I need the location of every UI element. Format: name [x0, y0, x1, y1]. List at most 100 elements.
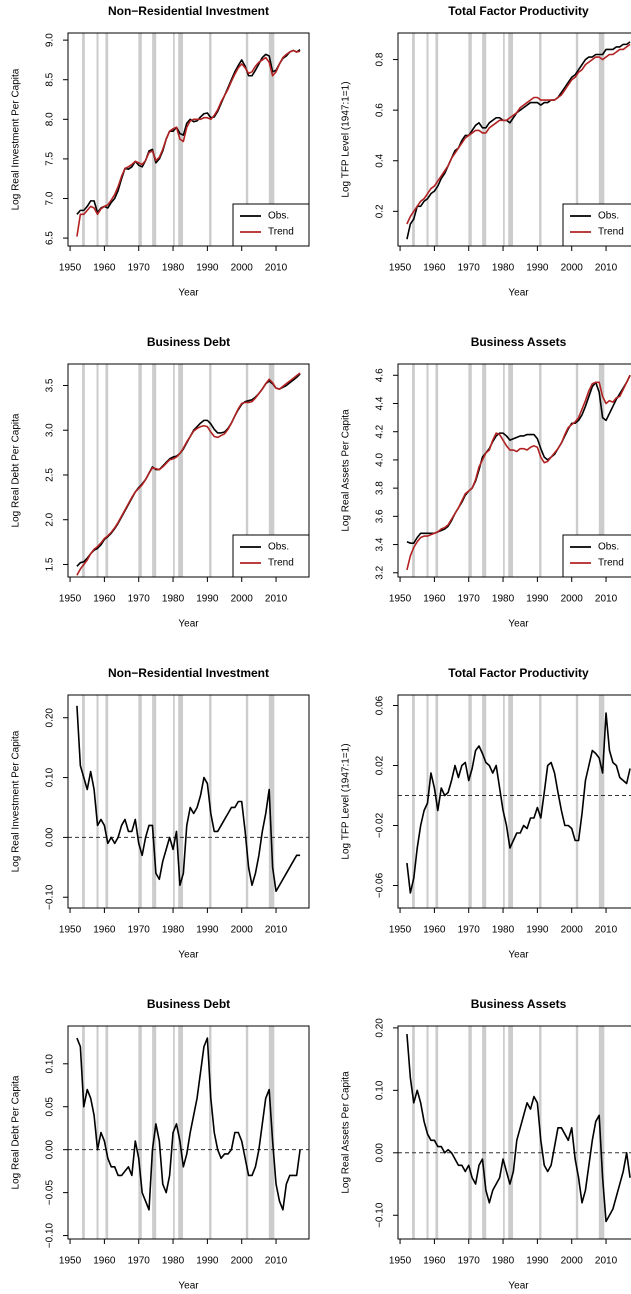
x-axis-title: Year — [178, 1281, 199, 1292]
y-tick-label: 4.6 — [375, 368, 386, 382]
x-tick-label: 2010 — [265, 594, 288, 605]
y-tick-label: 3.5 — [45, 378, 56, 392]
y-tick-label: 0.05 — [45, 1097, 56, 1117]
legend-box — [562, 203, 631, 247]
x-tick-label: 1950 — [389, 1256, 412, 1267]
x-axis-title: Year — [508, 1281, 529, 1292]
panel: 1950 1960 1970 1980 1990 2000 2010 1.5 2.0 2.5 3.0… — [11, 335, 310, 630]
recession-band — [82, 1026, 85, 1239]
x-tick-label: 2000 — [561, 594, 584, 605]
legend-box — [232, 203, 310, 247]
legend-label: Obs. — [598, 542, 619, 553]
x-tick-label: 1980 — [492, 925, 515, 936]
x-tick-label: 2010 — [265, 1256, 288, 1267]
plot-area — [406, 364, 631, 577]
x-axis-title: Year — [178, 619, 199, 630]
recession-band — [508, 33, 514, 246]
plot-frame — [397, 32, 631, 247]
recession-band — [503, 33, 505, 246]
series-line — [406, 712, 631, 894]
recession-band — [152, 33, 157, 246]
plot-frame — [67, 363, 310, 578]
y-tick-label: −0.05 — [45, 1180, 56, 1206]
series-line — [406, 1034, 631, 1223]
chart-title: Business Debt — [147, 335, 230, 349]
recession-band — [178, 364, 184, 577]
plot-area — [398, 695, 631, 908]
y-tick-label: −0.06 — [375, 872, 386, 898]
plot-area — [398, 1026, 631, 1239]
x-tick-label: 1990 — [526, 925, 549, 936]
recession-band — [412, 33, 415, 246]
x-tick-label: 1980 — [492, 263, 515, 274]
recession-band — [539, 33, 542, 246]
x-tick-label: 2010 — [265, 925, 288, 936]
legend: Obs. Trend — [562, 203, 631, 247]
panel: 1950 1960 1970 1980 1990 2000 2010 −0.10 0.00 0.1… — [11, 666, 310, 961]
legend-box — [232, 534, 310, 578]
x-tick-label: 1980 — [162, 925, 185, 936]
recession-band — [82, 695, 85, 908]
x-tick-label: 2000 — [231, 594, 254, 605]
y-tick-label: 8.0 — [45, 112, 56, 126]
recession-band — [435, 1026, 439, 1239]
chart-title: Non−Residential Investment — [108, 666, 269, 680]
x-tick-label: 1990 — [526, 263, 549, 274]
chart-title: Business Assets — [471, 997, 567, 1011]
x-tick-label: 1970 — [128, 925, 151, 936]
recession-band — [96, 1026, 99, 1239]
legend-label: Trend — [268, 227, 294, 238]
x-tick-label: 1950 — [389, 263, 412, 274]
recession-band — [503, 1026, 505, 1239]
panel: 1950 1960 1970 1980 1990 2000 2010 −0.06 −0.02 0.… — [341, 666, 631, 961]
chart-title: Business Debt — [147, 997, 230, 1011]
y-tick-label: 6.5 — [45, 231, 56, 245]
x-axis-title: Year — [178, 950, 199, 961]
recession-band — [173, 364, 175, 577]
series-line — [406, 374, 631, 571]
x-tick-label: 1980 — [162, 594, 185, 605]
y-tick-label: 7.5 — [45, 152, 56, 166]
x-tick-label: 1970 — [458, 263, 481, 274]
recession-band — [482, 364, 487, 577]
recession-band — [482, 33, 487, 246]
y-tick-label: −0.10 — [45, 1222, 56, 1248]
x-tick-label: 1950 — [389, 925, 412, 936]
y-tick-label: 3.8 — [375, 481, 386, 495]
recession-band — [503, 695, 505, 908]
legend-label: Obs. — [268, 542, 289, 553]
plot-frame — [67, 32, 310, 247]
x-tick-label: 1970 — [458, 1256, 481, 1267]
recession-band — [426, 364, 429, 577]
panel: 1950 1960 1970 1980 1990 2000 2010 6.5 7.0 7.5 8.0… — [11, 4, 310, 299]
chart-title: Total Factor Productivity — [448, 4, 589, 18]
x-tick-label: 1990 — [196, 1256, 219, 1267]
x-tick-label: 2010 — [265, 263, 288, 274]
x-tick-label: 1970 — [128, 1256, 151, 1267]
x-tick-label: 2000 — [561, 263, 584, 274]
x-tick-label: 1960 — [93, 925, 116, 936]
x-tick-label: 1970 — [128, 594, 151, 605]
panel: 1950 1960 1970 1980 1990 2000 2010 3.2 3.4 3.6 3.8… — [341, 335, 631, 630]
recession-band — [96, 364, 99, 577]
y-tick-label: 0.10 — [45, 1054, 56, 1074]
x-tick-label: 2000 — [561, 925, 584, 936]
series-line — [76, 1037, 301, 1211]
y-tick-label: 4.2 — [375, 424, 386, 438]
recession-band — [105, 1026, 109, 1239]
recession-band — [598, 695, 605, 908]
y-tick-label: 0.10 — [45, 767, 56, 787]
recession-band — [268, 695, 275, 908]
x-axis-title: Year — [508, 950, 529, 961]
recession-band — [82, 364, 85, 577]
x-tick-label: 1950 — [389, 594, 412, 605]
plot-frame — [397, 1025, 631, 1240]
recession-band — [468, 1026, 472, 1239]
recession-band — [138, 33, 142, 246]
x-tick-label: 1970 — [458, 594, 481, 605]
y-tick-label: 0.4 — [375, 153, 386, 167]
x-tick-label: 1960 — [93, 263, 116, 274]
legend: Obs. Trend — [232, 203, 310, 247]
